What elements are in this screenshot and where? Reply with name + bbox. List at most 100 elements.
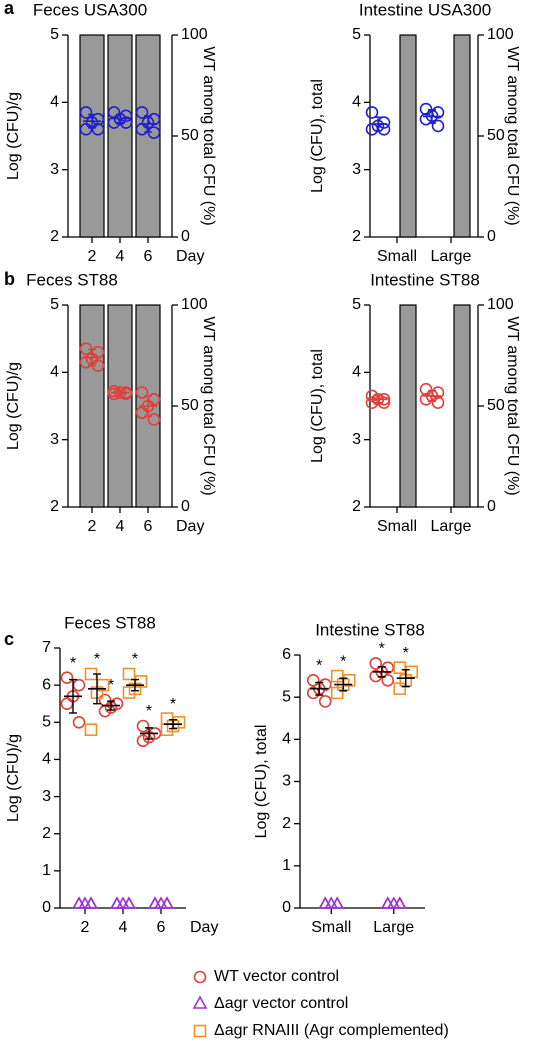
- data-point: [110, 896, 124, 909]
- y-tick-label: 3: [50, 431, 59, 448]
- y-tick-label: 0: [282, 899, 291, 916]
- data-point: [318, 896, 333, 909]
- data-point: [135, 106, 149, 119]
- x-tick-label: Large: [431, 518, 472, 535]
- significance-mark: *: [316, 658, 322, 675]
- significance-mark: *: [70, 655, 76, 672]
- data-point: [98, 693, 112, 707]
- y2-tick-label: 50: [487, 127, 505, 144]
- data-point: [79, 122, 93, 136]
- x-axis-label: Day: [176, 248, 204, 265]
- y-tick-label: 2: [352, 228, 361, 245]
- bar: [453, 34, 471, 238]
- significance-mark: *: [170, 696, 176, 713]
- y-tick-label: 4: [352, 364, 361, 381]
- legend-marker: [192, 995, 208, 1009]
- bar: [107, 304, 133, 508]
- panel-label: b: [4, 269, 15, 289]
- chart-title: Intestine USA300: [359, 0, 491, 19]
- bar: [79, 34, 105, 238]
- x-tick-label: 4: [119, 919, 128, 936]
- y-tick-label: 5: [42, 714, 51, 731]
- y-tick-label: 6: [42, 676, 51, 693]
- data-point: [148, 896, 162, 909]
- data-point: [365, 106, 379, 119]
- data-point: [431, 119, 445, 133]
- bar: [135, 34, 161, 238]
- y-tick-label: 1: [282, 857, 291, 874]
- data-point: [330, 686, 344, 700]
- legend-label: Δagr vector control: [214, 995, 348, 1012]
- data-point: [84, 896, 98, 909]
- data-point: [135, 386, 149, 399]
- data-point: [72, 715, 86, 729]
- y-tick-label: 4: [282, 731, 291, 748]
- bar: [107, 34, 133, 238]
- y-axis-label: Log (CFU)/g: [5, 734, 22, 822]
- y2-axis-label: WT among total CFU (%): [504, 316, 521, 495]
- y-tick-label: 1: [42, 862, 51, 879]
- x-tick-label: 2: [81, 919, 90, 936]
- x-tick-label: 4: [116, 248, 125, 265]
- y2-tick-label: 0: [487, 498, 496, 515]
- y2-tick-label: 100: [181, 26, 208, 43]
- y-tick-label: 3: [42, 788, 51, 805]
- y2-tick-label: 100: [487, 26, 514, 43]
- y2-axis-label: WT among total CFU (%): [200, 316, 217, 495]
- chart-title: Feces ST88: [64, 613, 156, 632]
- data-point: [60, 671, 74, 685]
- data-point: [136, 734, 150, 748]
- legend-marker: [193, 970, 207, 984]
- y-tick-label: 4: [352, 94, 361, 111]
- y-tick-label: 5: [282, 688, 291, 705]
- bar: [399, 304, 417, 508]
- x-tick-label: Large: [431, 248, 472, 265]
- data-point: [393, 661, 407, 674]
- y-tick-label: 3: [282, 773, 291, 790]
- y-tick-label: 3: [352, 161, 361, 178]
- y-tick-label: 2: [282, 815, 291, 832]
- x-tick-label: 2: [88, 518, 97, 535]
- y2-tick-label: 0: [487, 228, 496, 245]
- chart-title: Feces USA300: [33, 0, 147, 19]
- panel-label: c: [4, 629, 14, 649]
- data-point: [306, 673, 320, 687]
- x-tick-label: Large: [373, 919, 414, 936]
- data-point: [122, 686, 136, 699]
- y-tick-label: 2: [42, 825, 51, 842]
- significance-mark: *: [379, 641, 385, 658]
- y-tick-label: 5: [352, 26, 361, 43]
- x-tick-label: 6: [144, 518, 153, 535]
- y2-axis-label: WT among total CFU (%): [504, 46, 521, 225]
- data-point: [91, 122, 105, 136]
- y-axis-label: Log (CFU), total: [309, 79, 326, 193]
- bar: [453, 304, 471, 508]
- data-point: [60, 697, 74, 711]
- x-tick-label: Small: [311, 919, 351, 936]
- significance-mark: *: [132, 651, 138, 668]
- data-point: [393, 682, 407, 696]
- x-tick-label: 4: [116, 518, 125, 535]
- x-tick-label: Small: [377, 518, 417, 535]
- y2-tick-label: 100: [487, 296, 514, 313]
- data-point: [318, 695, 332, 708]
- x-axis-label: Day: [190, 919, 218, 936]
- y2-axis-label: WT among total CFU (%): [200, 46, 217, 225]
- y2-tick-label: 50: [181, 397, 199, 414]
- data-point: [160, 896, 174, 909]
- significance-mark: *: [94, 651, 100, 668]
- y-tick-label: 5: [50, 26, 59, 43]
- significance-mark: *: [403, 645, 409, 662]
- y-tick-label: 5: [50, 296, 59, 313]
- y2-tick-label: 50: [487, 397, 505, 414]
- y-tick-label: 4: [42, 751, 51, 768]
- chart-title: Feces ST88: [26, 270, 118, 289]
- x-tick-label: 6: [157, 919, 166, 936]
- y-tick-label: 6: [282, 646, 291, 663]
- y-tick-label: 3: [50, 161, 59, 178]
- chart-title: Intestine ST88: [370, 270, 480, 289]
- legend-label: WT vector control: [214, 968, 339, 985]
- data-point: [147, 413, 161, 426]
- y-tick-label: 2: [50, 498, 59, 515]
